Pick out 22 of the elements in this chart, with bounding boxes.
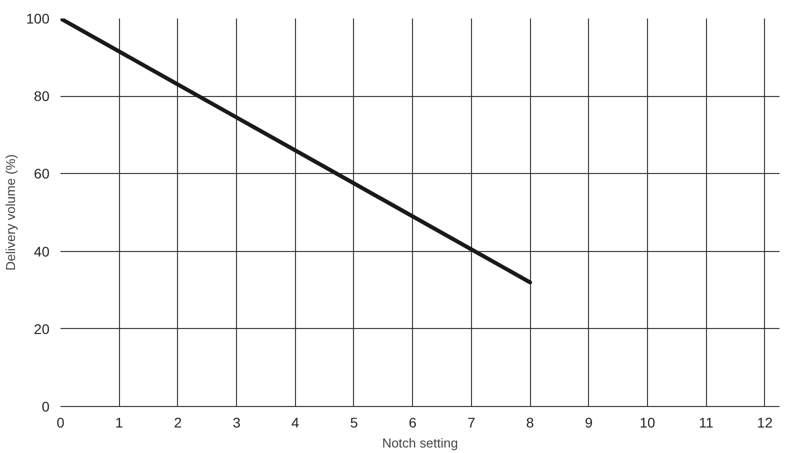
y-tick-label: 100 (26, 10, 50, 26)
x-tick-label: 4 (291, 414, 300, 430)
x-tick-label: 12 (757, 414, 773, 430)
x-tick-label: 11 (698, 414, 714, 430)
y-tick-label: 40 (34, 243, 50, 260)
x-axis-title: Notch setting (382, 436, 458, 450)
x-tick-label: 10 (640, 414, 656, 430)
x-tick-label: 2 (174, 414, 182, 430)
x-tick-label: 3 (232, 414, 241, 430)
x-tick-label: 0 (56, 414, 65, 430)
y-tick-label: 0 (42, 398, 50, 414)
x-tick-label: 1 (115, 414, 124, 430)
y-axis-title: Delivery volume (%) (3, 154, 18, 271)
x-tick-label: 7 (467, 414, 476, 430)
y-tick-label: 80 (34, 88, 50, 104)
x-tick-label: 9 (584, 414, 593, 430)
x-tick-label: 6 (408, 414, 417, 430)
line-series (60, 18, 532, 284)
x-tick-label: 8 (526, 414, 534, 430)
x-tick-label: 5 (350, 414, 358, 430)
y-tick-label: 60 (34, 166, 50, 182)
y-tick-label: 20 (34, 320, 50, 337)
